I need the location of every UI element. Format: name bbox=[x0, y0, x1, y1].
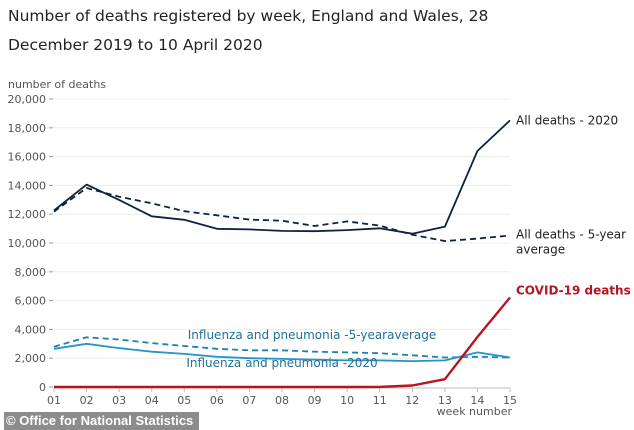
y-tick-label: 10,000 bbox=[8, 237, 47, 250]
x-tick-label: 14 bbox=[470, 394, 484, 407]
x-tick-label: 03 bbox=[112, 394, 126, 407]
chart-title-line-2: December 2019 to 10 April 2020 bbox=[8, 36, 263, 54]
x-tick-label: 07 bbox=[242, 394, 256, 407]
series-label-line: All deaths - 2020 bbox=[516, 113, 618, 127]
series-line-3 bbox=[53, 336, 511, 359]
y-tick-label: 12,000 bbox=[8, 208, 47, 221]
x-tick-label: 15 bbox=[503, 394, 517, 407]
series-label-1: All deaths - 2020 bbox=[516, 113, 618, 127]
series-line-5 bbox=[54, 296, 511, 389]
x-tick-label: 12 bbox=[405, 394, 419, 407]
x-tick-label: 13 bbox=[438, 394, 452, 407]
x-axis-label: week number bbox=[437, 405, 513, 418]
y-tick-label: 2,000 bbox=[15, 352, 47, 365]
chart-title: Number of deaths registered by week, Eng… bbox=[8, 2, 608, 60]
series-line-1 bbox=[53, 119, 511, 235]
x-tick-label: 04 bbox=[145, 394, 159, 407]
series-label-line: Influenza and pneumonia -5-yearaverage bbox=[188, 328, 436, 342]
series-label-line: COVID-19 deaths bbox=[516, 284, 631, 298]
series-label-line: average bbox=[516, 243, 565, 257]
x-tick-label: 08 bbox=[275, 394, 289, 407]
x-tick-label: 05 bbox=[177, 394, 191, 407]
series-labels: All deaths - 2020 All deaths - 5-year aver… bbox=[186, 113, 630, 370]
x-tick-label: 09 bbox=[308, 394, 322, 407]
series-label-4: Influenza and pneumonia -2020 bbox=[186, 356, 377, 370]
x-tick-label: 06 bbox=[210, 394, 224, 407]
x-tick-label: 11 bbox=[373, 394, 387, 407]
chart-title-line-1: Number of deaths registered by week, Eng… bbox=[8, 7, 489, 25]
series-line-4 bbox=[53, 342, 511, 363]
y-tick-label: 4,000 bbox=[15, 323, 47, 336]
series-line-2 bbox=[53, 187, 511, 243]
series-label-5: COVID-19 deaths bbox=[516, 284, 631, 298]
y-tick-label: 0 bbox=[39, 381, 46, 394]
source-credit: © Office for National Statistics bbox=[4, 412, 200, 430]
y-tick-label: 6,000 bbox=[15, 295, 47, 308]
series-label-line: Influenza and pneumonia -2020 bbox=[186, 356, 377, 370]
series-lines bbox=[53, 119, 511, 389]
y-tick-label: 16,000 bbox=[8, 151, 47, 164]
y-axis: 0 2,000 4,000 6,000 8,000 10,000 12,000 14,000 1… bbox=[8, 93, 53, 394]
y-tick-label: 8,000 bbox=[15, 266, 47, 279]
series-label-2: All deaths - 5-year average bbox=[516, 228, 626, 257]
y-tick-label: 18,000 bbox=[8, 122, 47, 135]
y-axis-label: number of deaths bbox=[8, 78, 107, 91]
x-tick-label: 02 bbox=[80, 394, 94, 407]
x-tick-label: 01 bbox=[47, 394, 61, 407]
gridlines bbox=[54, 98, 510, 359]
series-label-line: All deaths - 5-year bbox=[516, 228, 626, 242]
series-label-3: Influenza and pneumonia -5-yearaverage bbox=[188, 328, 436, 342]
y-tick-label: 20,000 bbox=[8, 93, 47, 106]
y-tick-label: 14,000 bbox=[8, 179, 47, 192]
x-tick-label: 10 bbox=[340, 394, 354, 407]
